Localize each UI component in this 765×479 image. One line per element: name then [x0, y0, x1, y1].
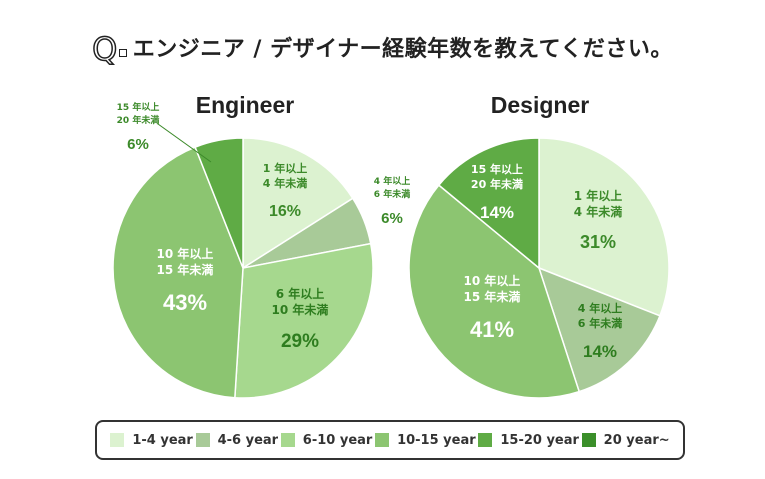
slice-category-label: 6 年未満	[578, 316, 622, 330]
slice-category-label: 4 年以上	[374, 175, 410, 187]
slice-category-label: 1 年以上	[263, 161, 307, 175]
legend-swatch	[195, 433, 210, 447]
slice-category-label: 15 年以上	[117, 101, 160, 113]
slice-value-label: 16%	[269, 203, 301, 220]
pie-slice	[234, 242, 374, 399]
slice-category-label: 20 年未満	[117, 114, 160, 126]
slice-category-label: 4 年未満	[263, 176, 307, 190]
slice-category-label: 15 年未満	[157, 262, 214, 277]
slice-value-label: 31%	[580, 232, 616, 252]
legend-item: 1-4 year	[110, 433, 193, 448]
slice-category-label: 10 年未満	[272, 302, 329, 317]
legend-swatch	[110, 433, 125, 447]
legend-item: 15-20 year	[478, 433, 579, 448]
legend-swatch	[581, 433, 596, 447]
slice-value-label: 43%	[163, 290, 207, 315]
slice-value-label: 41%	[470, 317, 514, 342]
slice-category-label: 1 年以上	[574, 188, 623, 203]
slice-value-label: 29%	[281, 331, 319, 352]
legend-label: 6-10 year	[302, 432, 373, 448]
legend-swatch	[478, 433, 493, 447]
slice-category-label: 15 年未満	[464, 289, 521, 304]
legend-label: 1-4 year	[132, 432, 193, 448]
pie-slice	[408, 184, 581, 399]
designer-chart-title: Designer	[490, 92, 590, 118]
chart-legend: 1-4 year 4-6 year 6-10 year 10-15 year 1…	[95, 420, 685, 460]
slice-category-label: 6 年未満	[374, 188, 410, 200]
legend-item: 6-10 year	[280, 432, 373, 448]
pie-slice	[112, 146, 244, 399]
slice-value-label: 6%	[381, 210, 403, 227]
leader-line	[157, 123, 212, 163]
legend-label: 4-6 year	[217, 432, 279, 448]
legend-label: 20 year~	[603, 432, 670, 448]
legend-swatch	[280, 433, 295, 447]
slice-value-label: 14%	[583, 342, 617, 361]
slice-category-label: 4 年未満	[574, 204, 623, 219]
slice-category-label: 10 年以上	[464, 273, 521, 288]
legend-label: 10-15 year	[397, 432, 476, 448]
legend-swatch	[375, 433, 390, 447]
engineer-chart-title: Engineer	[195, 92, 295, 118]
slice-category-label: 20 年未満	[471, 177, 523, 191]
slice-category-label: 6 年以上	[276, 286, 325, 301]
legend-item: 10-15 year	[375, 433, 476, 448]
legend-item: 20 year~	[581, 432, 670, 448]
pie-slice	[538, 137, 670, 317]
question-title: Q エンジニア / デザイナー経験年数を教えてください。	[0, 29, 765, 69]
pie-slice	[242, 137, 354, 270]
question-text: エンジニア / デザイナー経験年数を教えてください。	[132, 37, 673, 62]
legend-label: 15-20 year	[500, 432, 579, 448]
pie-slice	[194, 137, 244, 269]
slice-category-label: 10 年以上	[157, 246, 214, 261]
slice-category-label: 15 年以上	[471, 162, 523, 176]
question-q-mark: Q	[91, 29, 118, 69]
question-dot	[118, 49, 127, 57]
slice-value-label: 6%	[127, 136, 149, 153]
legend-item: 4-6 year	[195, 432, 279, 448]
slice-category-label: 4 年以上	[578, 301, 622, 315]
pie-slice	[437, 137, 540, 270]
slice-value-label: 14%	[480, 203, 514, 222]
